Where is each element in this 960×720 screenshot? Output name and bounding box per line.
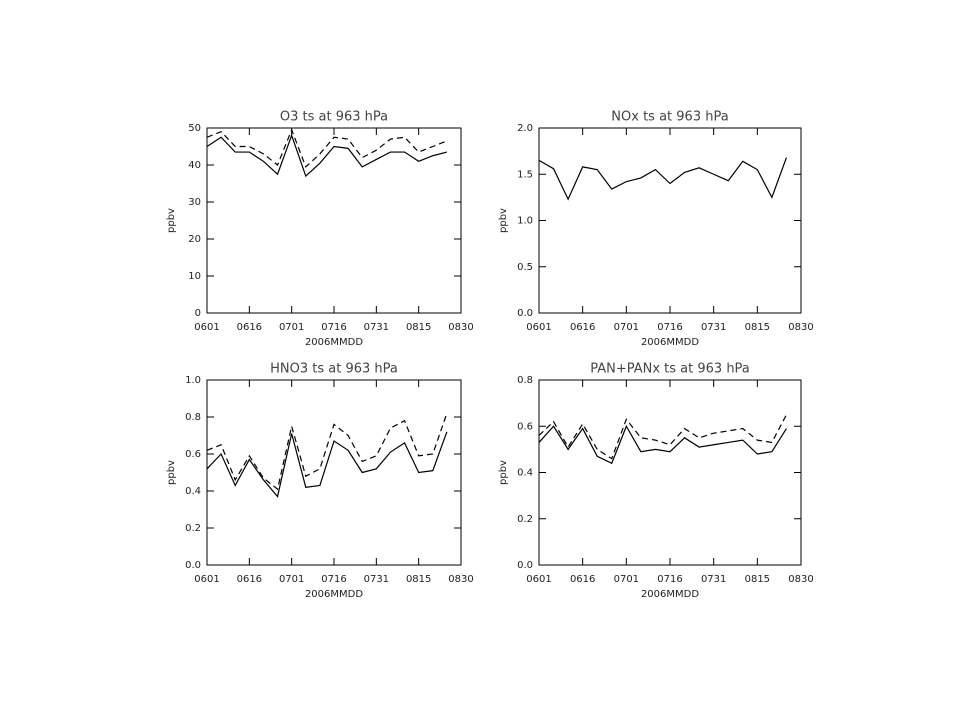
y-tick-label: 0 <box>195 308 201 319</box>
data-line <box>206 431 448 498</box>
x-tick-label: 0731 <box>364 322 389 333</box>
plot-frame <box>538 127 802 314</box>
y-tick-label: 40 <box>188 160 201 171</box>
x-tick-label: 0731 <box>364 574 389 585</box>
x-tick-label: 0716 <box>321 574 346 585</box>
y-tick-label: 50 <box>188 123 201 134</box>
y-tick-label: 1.0 <box>185 375 201 386</box>
y-tick-label: 0.6 <box>185 449 201 460</box>
x-tick-label: 0701 <box>614 574 639 585</box>
x-axis-label: 2006MMDD <box>641 589 699 600</box>
x-tick-label: 0830 <box>448 322 473 333</box>
x-axis-label: 2006MMDD <box>641 337 699 348</box>
y-tick-label: 20 <box>188 234 201 245</box>
y-tick-label: 1.5 <box>517 169 533 180</box>
y-tick-label: 2.0 <box>517 123 533 134</box>
x-tick-label: 0701 <box>614 322 639 333</box>
y-axis-label: ppbv <box>166 460 177 485</box>
x-tick-label: 0616 <box>237 322 262 333</box>
chart-title: PAN+PANx ts at 963 hPa <box>590 362 750 377</box>
x-tick-label: 0616 <box>237 574 262 585</box>
y-axis-label: ppbv <box>166 208 177 233</box>
y-axis-label: ppbv <box>498 208 509 233</box>
y-tick-label: 0.8 <box>185 412 201 423</box>
x-axis-label: 2006MMDD <box>305 337 363 348</box>
data-line <box>206 413 448 491</box>
x-tick-label: 0731 <box>701 322 726 333</box>
chart-title: O3 ts at 963 hPa <box>280 110 388 125</box>
x-axis-label: 2006MMDD <box>305 589 363 600</box>
x-tick-label: 0815 <box>745 322 770 333</box>
data-line <box>538 414 787 460</box>
x-tick-label: 0716 <box>657 322 682 333</box>
y-tick-label: 0.0 <box>517 560 533 571</box>
plot-frame <box>206 127 462 314</box>
x-tick-label: 0616 <box>570 574 595 585</box>
y-tick-label: 0.4 <box>185 486 201 497</box>
y-tick-label: 0.4 <box>517 468 533 479</box>
data-line <box>538 157 788 201</box>
x-tick-label: 0601 <box>194 322 219 333</box>
x-tick-label: 0616 <box>570 322 595 333</box>
y-tick-label: 10 <box>188 271 201 282</box>
x-tick-label: 0830 <box>448 574 473 585</box>
x-tick-label: 0815 <box>406 574 431 585</box>
y-tick-label: 0.2 <box>517 514 533 525</box>
x-tick-label: 0830 <box>788 574 813 585</box>
data-line <box>206 128 448 168</box>
y-axis-label: ppbv <box>498 460 509 485</box>
chart-title: NOx ts at 963 hPa <box>611 110 728 125</box>
y-tick-label: 0.0 <box>517 308 533 319</box>
y-tick-label: 0.8 <box>517 375 533 386</box>
plot-frame <box>538 379 802 566</box>
y-tick-label: 30 <box>188 197 201 208</box>
y-tick-label: 0.0 <box>185 560 201 571</box>
y-tick-label: 0.6 <box>517 421 533 432</box>
x-tick-label: 0815 <box>745 574 770 585</box>
x-tick-label: 0815 <box>406 322 431 333</box>
y-tick-label: 1.0 <box>517 216 533 227</box>
x-tick-label: 0716 <box>321 322 346 333</box>
x-tick-label: 0731 <box>701 574 726 585</box>
y-tick-label: 0.2 <box>185 523 201 534</box>
x-tick-label: 0830 <box>788 322 813 333</box>
x-tick-label: 0601 <box>194 574 219 585</box>
y-tick-label: 0.5 <box>517 262 533 273</box>
x-tick-label: 0601 <box>526 322 551 333</box>
x-tick-label: 0601 <box>526 574 551 585</box>
x-tick-label: 0701 <box>279 574 304 585</box>
chart-title: HNO3 ts at 963 hPa <box>270 362 398 377</box>
data-line <box>538 424 787 465</box>
data-line <box>206 133 448 178</box>
x-tick-label: 0701 <box>279 322 304 333</box>
x-tick-label: 0716 <box>657 574 682 585</box>
